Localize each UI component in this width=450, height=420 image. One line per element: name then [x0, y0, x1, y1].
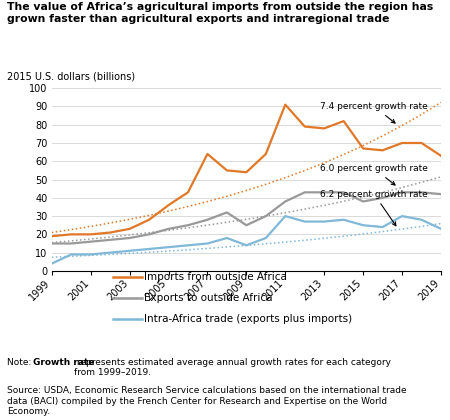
Text: Note:: Note: — [7, 358, 34, 367]
Text: Imports from outside Africa: Imports from outside Africa — [144, 272, 287, 282]
Text: 2015 U.S. dollars (billions): 2015 U.S. dollars (billions) — [7, 71, 135, 81]
Text: The value of Africa’s agricultural imports from outside the region has
grown fas: The value of Africa’s agricultural impor… — [7, 2, 433, 24]
Text: Source: USDA, Economic Research Service calculations based on the international : Source: USDA, Economic Research Service … — [7, 386, 406, 416]
Text: represents estimated average annual growth rates for each category
from 1999–201: represents estimated average annual grow… — [74, 358, 391, 377]
Text: Exports to outside Africa: Exports to outside Africa — [144, 293, 273, 303]
Text: 7.4 percent growth rate: 7.4 percent growth rate — [320, 102, 428, 123]
Text: 6.2 percent growth rate: 6.2 percent growth rate — [320, 190, 428, 226]
Text: Intra-Africa trade (exports plus imports): Intra-Africa trade (exports plus imports… — [144, 314, 352, 324]
Text: 6.0 percent growth rate: 6.0 percent growth rate — [320, 164, 428, 185]
Text: Growth rate: Growth rate — [33, 358, 94, 367]
